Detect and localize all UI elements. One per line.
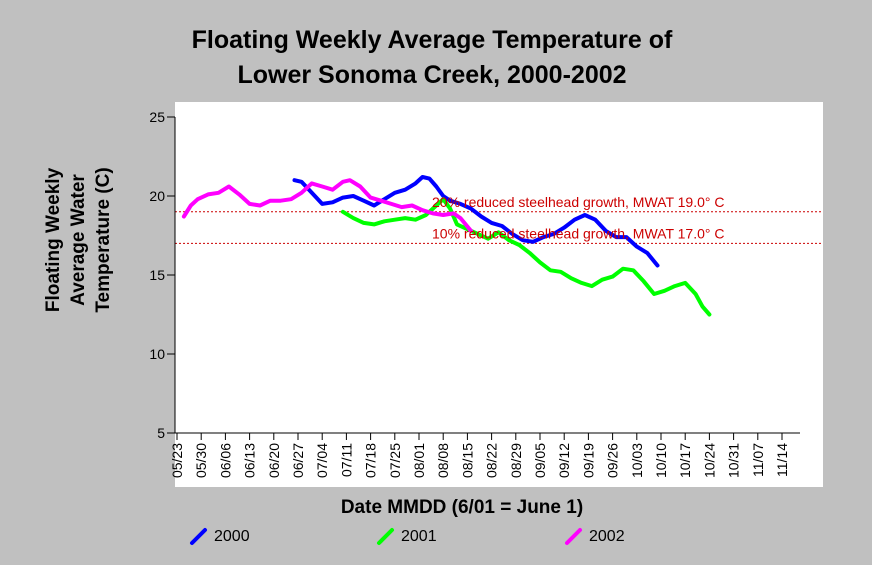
chart-title-line-2: Lower Sonoma Creek, 2000-2002 <box>237 61 626 89</box>
x-tick-label-09/05: 09/05 <box>532 443 548 478</box>
x-tick-label-09/26: 09/26 <box>605 443 621 478</box>
legend-swatch-2002 <box>565 528 582 545</box>
legend-label-2000: 2000 <box>214 528 250 545</box>
x-tick-label-08/29: 08/29 <box>508 443 524 478</box>
chart-title-line-1: Floating Weekly Average Temperature of <box>192 26 673 54</box>
legend-swatch-2000 <box>190 528 207 545</box>
x-tick-label-07/04: 07/04 <box>314 443 330 478</box>
y-tick-label-10: 10 <box>149 346 165 362</box>
plot-area <box>175 102 823 487</box>
x-tick-label-05/30: 05/30 <box>193 443 209 478</box>
x-tick-label-06/13: 06/13 <box>242 443 258 478</box>
legend: 2000 2001 2002 <box>190 528 625 545</box>
x-tick-label-07/11: 07/11 <box>338 443 354 477</box>
legend-label-2001: 2001 <box>401 528 437 545</box>
y-tick-label-25: 25 <box>149 109 165 125</box>
x-tick-label-09/19: 09/19 <box>580 443 596 478</box>
x-tick-label-07/18: 07/18 <box>363 443 379 478</box>
x-tick-label-10/17: 10/17 <box>677 443 693 478</box>
y-axis-title-line-3: Temperature (C) <box>93 167 114 312</box>
reference-line-label-0: 20% reduced steelhead growth, MWAT 19.0°… <box>432 194 725 210</box>
x-tick-label-10/10: 10/10 <box>653 443 669 478</box>
legend-label-2002: 2002 <box>589 528 625 545</box>
x-tick-label-05/23: 05/23 <box>169 443 185 478</box>
x-tick-label-08/22: 08/22 <box>484 443 500 478</box>
x-tick-label-08/15: 08/15 <box>459 443 475 478</box>
series-line-2000 <box>292 175 660 268</box>
y-axis: 5 10 15 20 25 <box>149 109 176 441</box>
x-tick-label-10/03: 10/03 <box>629 443 645 478</box>
x-axis-title: Date MMDD (6/01 = June 1) <box>341 497 583 518</box>
x-tick-label-08/01: 08/01 <box>411 443 427 478</box>
x-tick-label-11/07: 11/07 <box>750 443 766 477</box>
legend-swatch-2001 <box>377 528 394 545</box>
x-tick-label-07/25: 07/25 <box>387 443 403 478</box>
y-tick-label-20: 20 <box>149 188 165 204</box>
x-tick-label-10/31: 10/31 <box>726 443 742 478</box>
y-tick-label-15: 15 <box>149 267 165 283</box>
y-axis-title-line-1: Floating Weekly <box>43 167 64 312</box>
y-axis-title-line-2: Average Water <box>68 174 89 306</box>
series-line-2001 <box>340 197 712 317</box>
data-series <box>181 175 712 317</box>
x-tick-label-10/24: 10/24 <box>701 443 717 478</box>
y-tick-label-5: 5 <box>157 425 165 441</box>
x-tick-label-08/08: 08/08 <box>435 443 451 478</box>
reference-line-label-1: 10% reduced steelhead growth, MWAT 17.0°… <box>432 225 725 241</box>
x-axis: 05/23 05/30 06/06 06/13 06/20 06/27 07/04 07/11… <box>169 432 800 478</box>
x-tick-label-11/14: 11/14 <box>774 443 790 477</box>
reference-lines <box>175 211 823 244</box>
series-line-2002 <box>181 178 473 233</box>
x-tick-label-06/20: 06/20 <box>266 443 282 478</box>
x-tick-label-09/12: 09/12 <box>556 443 572 478</box>
x-tick-label-06/06: 06/06 <box>217 443 233 478</box>
x-tick-label-06/27: 06/27 <box>290 443 306 478</box>
